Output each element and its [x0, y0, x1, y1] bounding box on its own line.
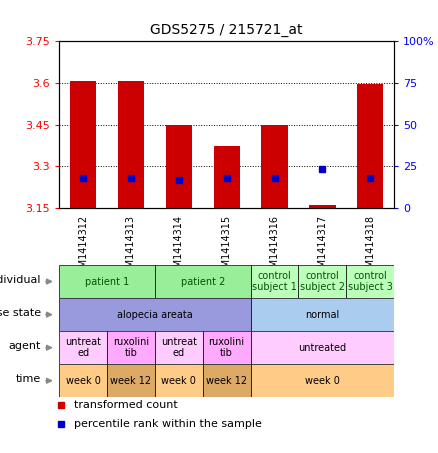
Text: normal: normal	[305, 309, 339, 320]
Bar	[251, 364, 394, 397]
Text: untreat
ed: untreat ed	[65, 337, 101, 358]
Bar	[261, 125, 288, 208]
Text: week 0: week 0	[305, 376, 340, 386]
Bar	[70, 81, 96, 208]
Text: control
subject 3: control subject 3	[348, 271, 393, 292]
Text: week 12: week 12	[206, 376, 247, 386]
Text: transformed count: transformed count	[74, 400, 178, 410]
Text: time: time	[16, 374, 41, 384]
Bar	[298, 265, 346, 298]
Text: patient 2: patient 2	[180, 276, 225, 287]
Text: percentile rank within the sample: percentile rank within the sample	[74, 419, 262, 429]
Text: control
subject 1: control subject 1	[252, 271, 297, 292]
Text: individual: individual	[0, 275, 41, 285]
Text: week 0: week 0	[66, 376, 100, 386]
Text: ruxolini
tib: ruxolini tib	[113, 337, 149, 358]
Text: week 12: week 12	[110, 376, 152, 386]
Bar	[155, 331, 203, 364]
Text: untreat
ed: untreat ed	[161, 337, 197, 358]
Bar	[107, 364, 155, 397]
Text: agent: agent	[9, 341, 41, 351]
Bar	[251, 298, 394, 331]
Bar	[107, 331, 155, 364]
Bar	[251, 331, 394, 364]
Bar	[155, 364, 203, 397]
Bar	[59, 364, 107, 397]
Bar	[213, 145, 240, 208]
Bar	[357, 84, 383, 208]
Bar	[166, 125, 192, 208]
Text: untreated: untreated	[298, 342, 346, 353]
Text: disease state: disease state	[0, 308, 41, 318]
Bar	[59, 298, 251, 331]
Bar	[59, 331, 107, 364]
Text: alopecia areata: alopecia areata	[117, 309, 193, 320]
Text: control
subject 2: control subject 2	[300, 271, 345, 292]
Bar	[251, 265, 298, 298]
Bar	[203, 364, 251, 397]
Bar	[118, 81, 144, 208]
Text: patient 1: patient 1	[85, 276, 129, 287]
Text: week 0: week 0	[161, 376, 196, 386]
Bar	[203, 331, 251, 364]
Text: ruxolini
tib: ruxolini tib	[208, 337, 245, 358]
Title: GDS5275 / 215721_at: GDS5275 / 215721_at	[150, 23, 303, 37]
Bar	[309, 205, 336, 208]
Bar	[346, 265, 394, 298]
Bar	[155, 265, 251, 298]
Bar	[59, 265, 155, 298]
